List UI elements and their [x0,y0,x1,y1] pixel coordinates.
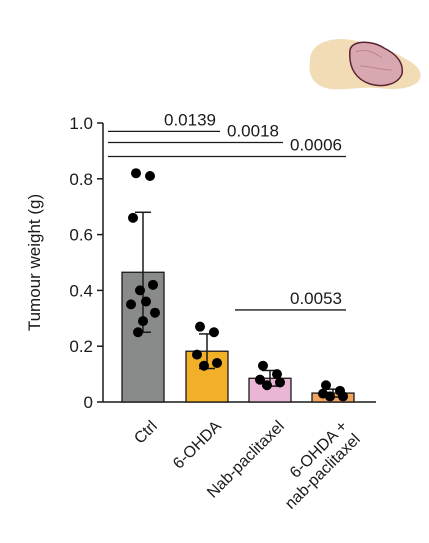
data-point [192,349,202,360]
significance-bracket: 0.0053 [235,289,346,311]
data-point [338,391,348,402]
data-point [135,285,145,296]
x-category-label: Ctrl [131,418,161,448]
bar-group [311,380,355,403]
x-category-line: 6-OHDA [170,418,225,473]
data-point [128,212,138,223]
data-point [262,380,272,391]
data-point [145,171,155,182]
x-category-line: Ctrl [131,418,161,448]
significance-bracket: 0.0006 [108,135,346,158]
bar-group [248,360,292,403]
data-point [199,360,209,371]
data-point [272,369,282,380]
significance-bracket: 0.0139 [108,110,220,133]
data-point [141,296,151,307]
p-value-label: 0.0053 [290,289,342,308]
y-tick-label: 0 [84,393,93,412]
p-value-label: 0.0139 [164,110,216,129]
data-point [148,279,158,290]
y-tick-label: 0.6 [69,226,93,245]
data-point [138,316,148,327]
data-point [195,321,205,332]
y-tick-label: 1.0 [69,114,93,133]
data-point [275,377,285,388]
data-point [255,374,265,385]
data-point [212,357,222,368]
data-point [325,391,335,402]
data-point [131,168,141,179]
data-point [258,360,268,371]
p-value-label: 0.0018 [227,122,279,141]
pancreas-icon [309,38,421,90]
p-value-label: 0.0006 [290,135,342,154]
y-axis-title: Tumour weight (g) [25,194,44,331]
bar-group [121,168,165,403]
y-tick-label: 0.4 [69,281,93,300]
data-point [126,299,136,310]
significance-bracket: 0.0018 [108,122,283,144]
data-point [209,327,219,338]
x-category-label: 6-OHDA [170,418,225,473]
data-point [321,380,331,391]
bar-group [185,321,229,403]
y-tick-label: 0.2 [69,337,93,356]
y-tick-label: 0.8 [69,170,93,189]
data-point [133,327,143,338]
data-point [150,307,160,318]
